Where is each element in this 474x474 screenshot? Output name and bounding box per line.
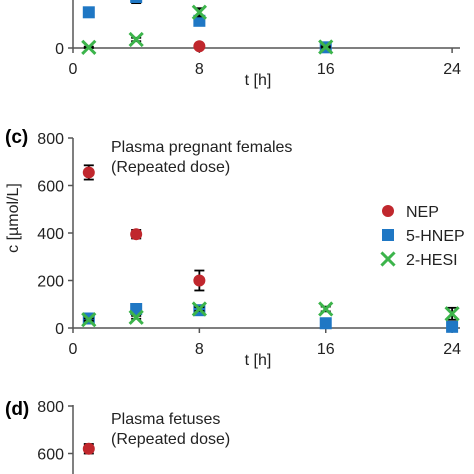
panel-label: (d) (5, 399, 29, 420)
data-point-2-hesi (191, 301, 207, 317)
annotation-line: (Repeated dose) (111, 159, 230, 176)
data-point-nep (193, 40, 206, 53)
data-point-2-hesi (380, 251, 396, 267)
data-point-nep (130, 228, 143, 241)
y-tick-label: 600 (37, 447, 64, 464)
x-tick-label: 24 (443, 61, 461, 78)
legend-label: 2-HESI (406, 252, 458, 269)
data-point-2-hesi (81, 312, 97, 328)
data-point-2-hesi (191, 4, 207, 20)
data-point-5-hnep (193, 14, 206, 27)
x-tick-label: 0 (69, 341, 78, 358)
data-point-2-hesi (444, 306, 460, 322)
y-tick-label: 400 (37, 226, 64, 243)
data-point-2-hesi (128, 309, 144, 325)
panel-top-chart: 0200081624t [h] (55, 0, 461, 89)
y-tick-label: 0 (55, 41, 64, 58)
data-point-nep (82, 166, 95, 179)
panel-c-chart: 0 200 400 600 800 0 8 16 24 t [h] c [µmol/L] (c) Pla… (5, 127, 465, 369)
legend-label: 5-HNEP (406, 228, 465, 245)
data-point-5-hnep (130, 303, 143, 315)
data-point-5-hnep (82, 6, 95, 19)
y-tick-label: 0 (55, 321, 64, 338)
data-point-nep (193, 274, 206, 287)
data-point-2-hesi (81, 39, 97, 55)
y-tick-label: 800 (37, 399, 64, 416)
x-tick-label: 16 (317, 61, 335, 78)
data-point-2-hesi (128, 31, 144, 48)
x-tick-label: 24 (443, 341, 461, 358)
panel-label: (c) (5, 127, 28, 148)
x-tick-label: 8 (195, 61, 204, 78)
data-point-nep (82, 442, 95, 455)
y-tick-label: 800 (37, 131, 64, 148)
x-tick-label: 0 (69, 61, 78, 78)
annotation-line: (Repeated dose) (111, 431, 230, 448)
y-tick-label: 200 (37, 274, 64, 291)
y-tick-label: 600 (37, 179, 64, 196)
x-axis-title: t [h] (245, 352, 272, 369)
x-tick-label: 16 (317, 341, 335, 358)
x-axis-title: t [h] (245, 72, 272, 89)
data-point-5-hnep (446, 320, 459, 333)
data-point-2-hesi (318, 301, 334, 317)
annotation-line: Plasma fetuses (111, 411, 220, 428)
data-point-nep (382, 205, 394, 217)
panel-d-chart: 600 800 (d) Plasma fetuses (Repeated dose) (5, 399, 230, 474)
data-point-5-hnep (319, 317, 332, 330)
data-point-2-hesi (318, 39, 334, 55)
annotation-line: Plasma pregnant females (111, 139, 292, 156)
y-axis-title: c [µmol/L] (5, 183, 22, 253)
x-tick-label: 8 (195, 341, 204, 358)
data-point-5-hnep (382, 229, 394, 241)
legend-label: NEP (406, 204, 439, 221)
data-point-5-hnep (130, 0, 143, 3)
